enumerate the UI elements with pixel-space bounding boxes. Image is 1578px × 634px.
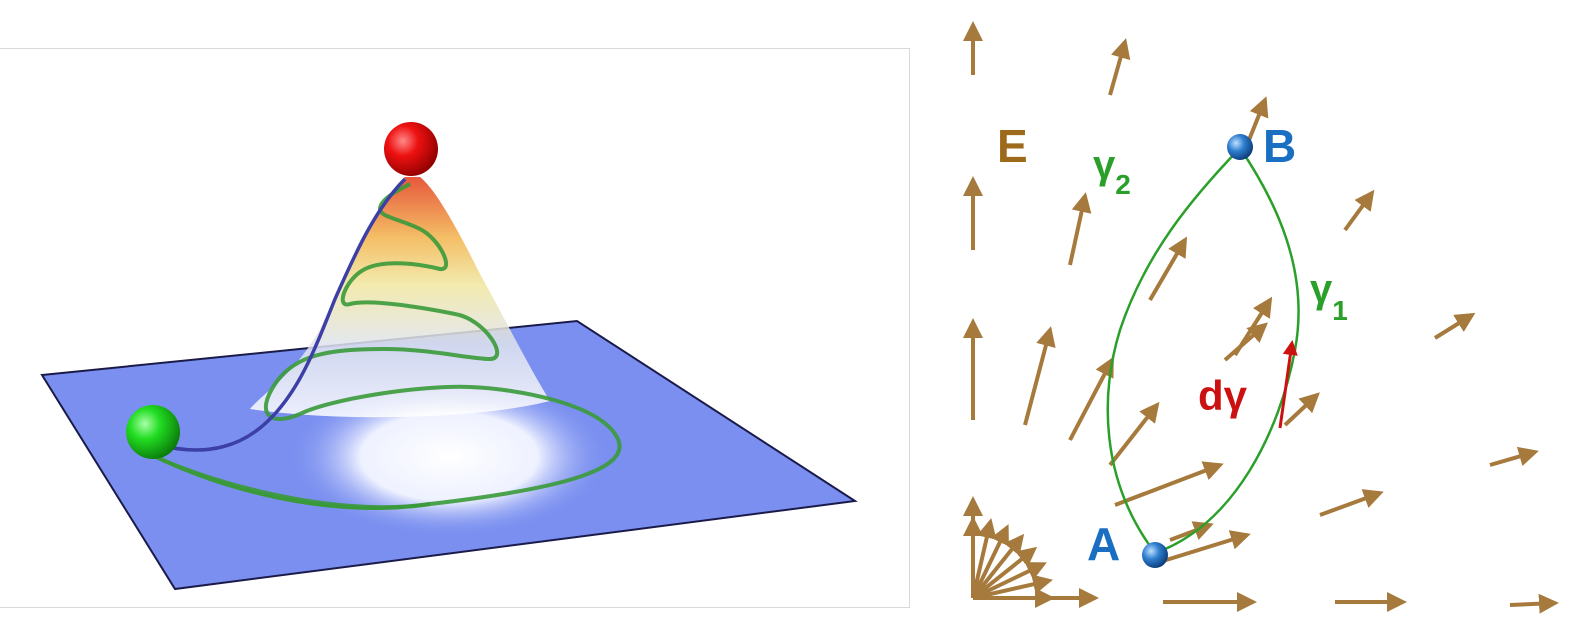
vector-field-svg: E A B γ2 γ1 dγ xyxy=(963,21,1559,614)
dgamma-arrow xyxy=(1278,340,1298,429)
point-b xyxy=(1227,134,1253,160)
gamma2-subscript: 2 xyxy=(1115,169,1131,200)
field-arrow xyxy=(1108,38,1131,96)
gamma2-symbol: γ xyxy=(1093,143,1116,187)
green-spiral-path xyxy=(149,182,622,510)
field-arrow xyxy=(1343,189,1375,232)
field-arrow xyxy=(971,518,997,599)
start-sphere xyxy=(126,405,180,459)
field-arrow xyxy=(972,574,1053,600)
vector-field-figure: E A B γ2 γ1 dγ xyxy=(935,0,1578,634)
surface-figure xyxy=(0,48,910,608)
dgamma-label: dγ xyxy=(1198,372,1248,419)
field-arrow xyxy=(1489,446,1539,467)
field-arrow xyxy=(1068,192,1092,266)
field-arrow xyxy=(971,546,1038,600)
field-arrow xyxy=(1169,521,1214,542)
field-arrow xyxy=(1245,96,1269,146)
green-spiral-front xyxy=(149,452,431,510)
field-arrow xyxy=(1023,326,1056,426)
gamma1-symbol: γ xyxy=(1310,267,1333,311)
field-arrow xyxy=(1319,489,1384,517)
field-arrow xyxy=(1223,322,1269,362)
field-label: E xyxy=(997,120,1028,172)
field-arrow xyxy=(971,533,1025,600)
field-arrow xyxy=(1283,392,1320,427)
field-arrow xyxy=(1068,356,1114,441)
gamma1-label: γ1 xyxy=(1310,267,1348,326)
field-arrow xyxy=(1148,236,1188,302)
field-arrow xyxy=(1114,461,1224,507)
point-a-label: A xyxy=(1087,518,1120,570)
cone-surface xyxy=(250,177,550,418)
field-arrow xyxy=(1108,401,1160,467)
field-arrow xyxy=(1509,593,1559,614)
gamma2-label: γ2 xyxy=(1093,143,1131,200)
gamma1-subscript: 1 xyxy=(1332,295,1348,326)
field-arrow xyxy=(972,562,1047,600)
blue-direct-path xyxy=(154,177,407,452)
curve-gamma-2 xyxy=(1106,147,1241,554)
point-a xyxy=(1142,542,1168,568)
peak-sphere xyxy=(384,122,438,176)
field-arrows xyxy=(963,21,1559,614)
field-arrow xyxy=(971,524,1009,599)
point-b-label: B xyxy=(1263,120,1296,172)
curve-gamma-1 xyxy=(1154,147,1300,555)
surface-svg xyxy=(40,122,858,591)
field-arrow xyxy=(1433,312,1476,340)
